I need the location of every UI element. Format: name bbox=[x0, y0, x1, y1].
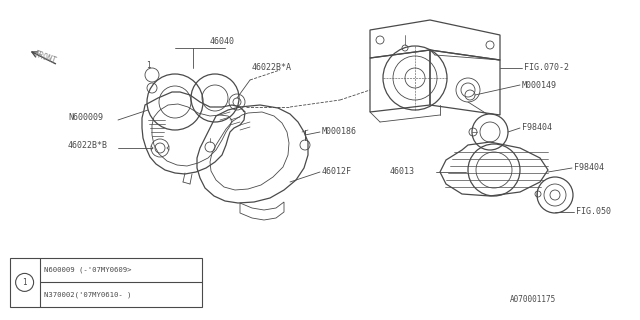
Text: 1: 1 bbox=[146, 61, 150, 70]
Text: FIG.050: FIG.050 bbox=[576, 207, 611, 217]
Text: N370002('07MY0610- ): N370002('07MY0610- ) bbox=[44, 292, 131, 298]
Text: F98404: F98404 bbox=[522, 124, 552, 132]
Text: 46012F: 46012F bbox=[322, 167, 352, 177]
Text: M000149: M000149 bbox=[522, 81, 557, 90]
Text: 46013: 46013 bbox=[390, 167, 415, 177]
Text: FIG.070-2: FIG.070-2 bbox=[524, 63, 569, 73]
Text: 1: 1 bbox=[22, 278, 27, 287]
Text: 46022B*B: 46022B*B bbox=[68, 141, 108, 150]
Text: 46022B*A: 46022B*A bbox=[252, 63, 292, 73]
Bar bbox=[10, 258, 202, 307]
Text: F98404: F98404 bbox=[574, 164, 604, 172]
Text: N600009 (-'07MY0609>: N600009 (-'07MY0609> bbox=[44, 267, 131, 273]
Text: FRONT: FRONT bbox=[32, 50, 57, 66]
Text: N600009: N600009 bbox=[68, 114, 103, 123]
Text: A070001175: A070001175 bbox=[510, 295, 556, 305]
Text: M000186: M000186 bbox=[322, 127, 357, 137]
Text: 46040: 46040 bbox=[210, 37, 235, 46]
